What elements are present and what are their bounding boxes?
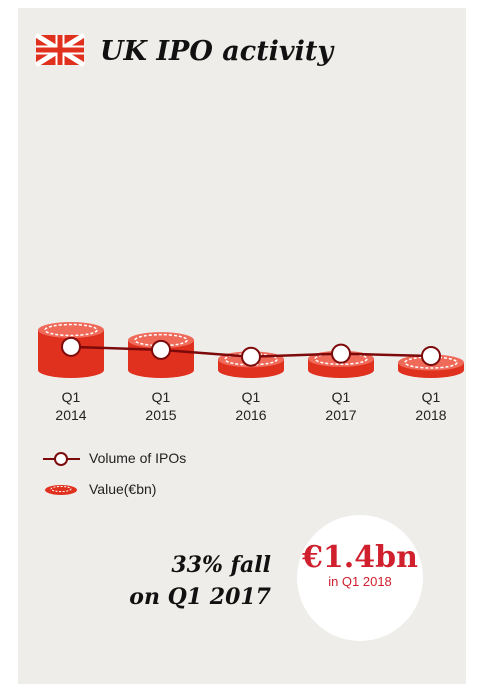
- x-tick-label: Q1 2018: [411, 388, 451, 424]
- volume-point: [62, 338, 80, 356]
- infographic: UK IPO activity 33% fall on Q1 2017 €1.4…: [0, 0, 483, 691]
- x-tick-label: Q1 2014: [51, 388, 91, 424]
- x-tick-label: Q1 2015: [141, 388, 181, 424]
- x-tick-label: Q1 2016: [231, 388, 271, 424]
- x-tick-label: Q1 2017: [321, 388, 361, 424]
- callout: 33% fall: [171, 552, 271, 578]
- legend-label: Volume of IPOs: [89, 450, 186, 466]
- uk-flag: [36, 35, 84, 65]
- callout: on Q1 2017: [129, 584, 271, 610]
- legend-label: Value(€bn): [89, 481, 156, 497]
- volume-point: [152, 341, 170, 359]
- legend-point: [55, 453, 67, 465]
- chart-title: UK IPO activity: [100, 36, 333, 67]
- highlight-value: €1.4bn: [298, 540, 422, 575]
- volume-point: [422, 347, 440, 365]
- volume-point: [242, 348, 260, 366]
- highlight-caption: in Q1 2018: [298, 574, 422, 589]
- volume-point: [332, 345, 350, 363]
